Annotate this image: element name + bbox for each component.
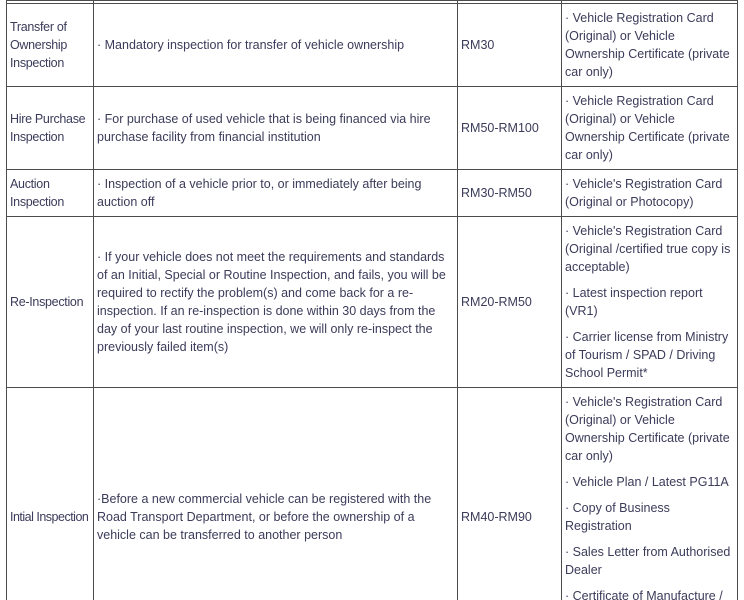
document-item: · Vehicle Registration Card (Original) o…	[565, 11, 730, 79]
inspection-price-cell: RM50-RM100	[457, 86, 562, 170]
inspection-description-cell: ·Before a new commercial vehicle can be …	[93, 387, 458, 600]
inspection-price-cell: RM40-RM90	[457, 387, 562, 600]
document-item: · Sales Letter from Authorised Dealer	[565, 545, 731, 577]
inspection-documents-cell: · Vehicle's Registration Card (Original …	[561, 216, 738, 388]
table-row: Hire Purchase Inspection · For purchase …	[6, 86, 738, 170]
inspection-type-cell: Hire Purchase Inspection	[6, 86, 94, 170]
table-row: Transfer of Ownership Inspection · Manda…	[6, 3, 738, 87]
inspection-description-cell: · Inspection of a vehicle prior to, or i…	[93, 169, 458, 217]
document-item: · Carrier license from Ministry of Touri…	[565, 330, 729, 380]
inspection-price-cell: RM30-RM50	[457, 169, 562, 217]
table-row: Auction Inspection · Inspection of a veh…	[6, 169, 738, 217]
document-item: · Latest inspection report (VR1)	[565, 286, 703, 318]
inspection-documents-cell: · Vehicle's Registration Card (Original)…	[561, 387, 738, 600]
document-item: · Certificate of Manufacture / Weight Ce…	[565, 589, 723, 600]
table-row: Intial Inspection ·Before a new commerci…	[6, 387, 738, 600]
inspection-description-cell: · Mandatory inspection for transfer of v…	[93, 3, 458, 87]
inspection-price-cell: RM20-RM50	[457, 216, 562, 388]
inspection-type-cell: Auction Inspection	[6, 169, 94, 217]
document-item: · Vehicle's Registration Card (Original)…	[565, 395, 730, 463]
inspection-price-cell: RM30	[457, 3, 562, 87]
document-item: · Vehicle's Registration Card (Original …	[565, 177, 723, 209]
inspection-type-cell: Re-Inspection	[6, 216, 94, 388]
document-item: · Vehicle Registration Card (Original) o…	[565, 94, 730, 162]
inspection-table: Transfer of Ownership Inspection · Manda…	[6, 0, 738, 600]
inspection-description-cell: · If your vehicle does not meet the requ…	[93, 216, 458, 388]
inspection-type-cell: Intial Inspection	[6, 387, 94, 600]
document-item: · Vehicle Plan / Latest PG11A	[565, 475, 729, 489]
inspection-documents-cell: · Vehicle Registration Card (Original) o…	[561, 3, 738, 87]
inspection-documents-cell: · Vehicle's Registration Card (Original …	[561, 169, 738, 217]
inspection-type-cell: Transfer of Ownership Inspection	[6, 3, 94, 87]
inspection-documents-cell: · Vehicle Registration Card (Original) o…	[561, 86, 738, 170]
table-row: Re-Inspection · If your vehicle does not…	[6, 216, 738, 388]
inspection-description-cell: · For purchase of used vehicle that is b…	[93, 86, 458, 170]
document-item: · Vehicle's Registration Card (Original …	[565, 224, 731, 274]
document-item: · Copy of Business Registration	[565, 501, 670, 533]
